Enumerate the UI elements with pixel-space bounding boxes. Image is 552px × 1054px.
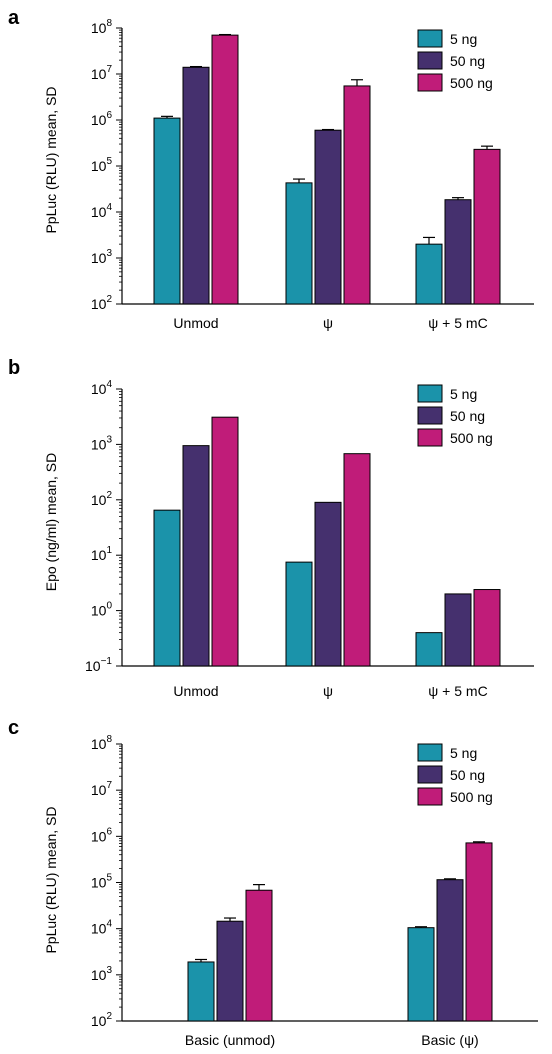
bar-50ng-1 bbox=[314, 129, 342, 305]
panel-letter: a bbox=[8, 7, 20, 29]
legend-swatch-500ng bbox=[417, 787, 443, 806]
bar-5ng-1 bbox=[407, 927, 435, 1022]
legend-swatch-50ng bbox=[417, 765, 443, 784]
y-tick-label: 107 bbox=[91, 780, 113, 798]
bar-50ng-0 bbox=[182, 66, 210, 305]
legend-label: 5 ng bbox=[450, 745, 477, 761]
legend-label: 5 ng bbox=[450, 31, 477, 47]
y-tick-label: 103 bbox=[91, 434, 113, 452]
y-axis-label: PpLuc (RLU) mean, SD bbox=[43, 86, 59, 233]
y-tick-label: 102 bbox=[91, 294, 113, 312]
y-tick-label: 103 bbox=[91, 965, 113, 983]
bar-500ng-2 bbox=[473, 589, 501, 667]
bar-500ng-1 bbox=[465, 842, 493, 1022]
legend-swatch-50ng bbox=[417, 51, 443, 70]
y-tick-label: 103 bbox=[91, 248, 113, 266]
legend-label: 50 ng bbox=[450, 53, 485, 69]
bar-500ng-1 bbox=[343, 85, 371, 305]
y-tick-label: 104 bbox=[91, 379, 113, 397]
category-label: Unmod bbox=[173, 683, 218, 699]
panel-letter: c bbox=[8, 717, 19, 739]
category-label: ψ + 5 mC bbox=[428, 683, 487, 699]
y-tick-label: 102 bbox=[91, 490, 113, 508]
legend-label: 50 ng bbox=[450, 408, 485, 424]
bar-50ng-2 bbox=[444, 199, 472, 305]
y-tick-label: 10−1 bbox=[85, 656, 112, 674]
y-axis-label: Epo (ng/ml) mean, SD bbox=[43, 453, 59, 592]
legend-swatch-5ng bbox=[417, 29, 443, 48]
legend-label: 5 ng bbox=[450, 386, 477, 402]
bar-500ng-0 bbox=[245, 889, 273, 1022]
legend-label: 50 ng bbox=[450, 767, 485, 783]
bar-50ng-2 bbox=[444, 593, 472, 667]
bar-500ng-2 bbox=[473, 148, 501, 305]
y-tick-label: 104 bbox=[91, 919, 113, 937]
legend-swatch-500ng bbox=[417, 428, 443, 447]
y-tick-label: 106 bbox=[91, 826, 113, 844]
chart-panel-a: a 102 103 104 105 106 107 108 PpLuc (RLU) mean, … bbox=[8, 7, 534, 331]
y-axis-label: PpLuc (RLU) mean, SD bbox=[43, 806, 59, 953]
y-tick-label: 105 bbox=[91, 156, 113, 174]
category-label: Basic (ψ) bbox=[421, 1032, 478, 1048]
bar-500ng-0 bbox=[211, 416, 239, 667]
y-tick-label: 102 bbox=[91, 1011, 113, 1029]
category-label: ψ bbox=[323, 315, 333, 331]
bar-5ng-0 bbox=[187, 961, 215, 1022]
bar-50ng-0 bbox=[216, 920, 244, 1022]
bar-5ng-0 bbox=[153, 509, 181, 667]
category-label: Basic (unmod) bbox=[185, 1032, 275, 1048]
bar-5ng-1 bbox=[285, 561, 313, 667]
legend-swatch-5ng bbox=[417, 743, 443, 762]
chart-panel-b: b 10−1 100 101 102 103 104 Epo (ng/ml) mean, SD… bbox=[8, 357, 534, 699]
legend-label: 500 ng bbox=[450, 430, 493, 446]
legend-swatch-500ng bbox=[417, 73, 443, 92]
bar-500ng-1 bbox=[343, 453, 371, 667]
bar-5ng-1 bbox=[285, 182, 313, 305]
bar-5ng-2 bbox=[415, 632, 443, 667]
bar-5ng-0 bbox=[153, 117, 181, 305]
bar-50ng-0 bbox=[182, 445, 210, 667]
bar-50ng-1 bbox=[436, 879, 464, 1022]
category-label: ψ bbox=[323, 683, 333, 699]
category-label: ψ + 5 mC bbox=[428, 315, 487, 331]
y-tick-label: 100 bbox=[91, 601, 113, 619]
panel-letter: b bbox=[8, 357, 20, 379]
y-tick-label: 105 bbox=[91, 873, 113, 891]
category-label: Unmod bbox=[173, 315, 218, 331]
legend-label: 500 ng bbox=[450, 75, 493, 91]
legend-swatch-50ng bbox=[417, 406, 443, 425]
legend-swatch-5ng bbox=[417, 384, 443, 403]
y-tick-label: 108 bbox=[91, 734, 113, 752]
y-tick-label: 104 bbox=[91, 202, 113, 220]
y-tick-label: 108 bbox=[91, 18, 113, 36]
legend-label: 500 ng bbox=[450, 789, 493, 805]
y-tick-label: 107 bbox=[91, 64, 113, 82]
y-tick-label: 106 bbox=[91, 110, 113, 128]
chart-panel-c: c 102 103 104 105 106 107 108 PpLuc (RLU) mean, … bbox=[8, 717, 538, 1048]
bar-5ng-2 bbox=[415, 243, 443, 305]
bar-50ng-1 bbox=[314, 501, 342, 667]
y-tick-label: 101 bbox=[91, 545, 113, 563]
bar-500ng-0 bbox=[211, 34, 239, 305]
